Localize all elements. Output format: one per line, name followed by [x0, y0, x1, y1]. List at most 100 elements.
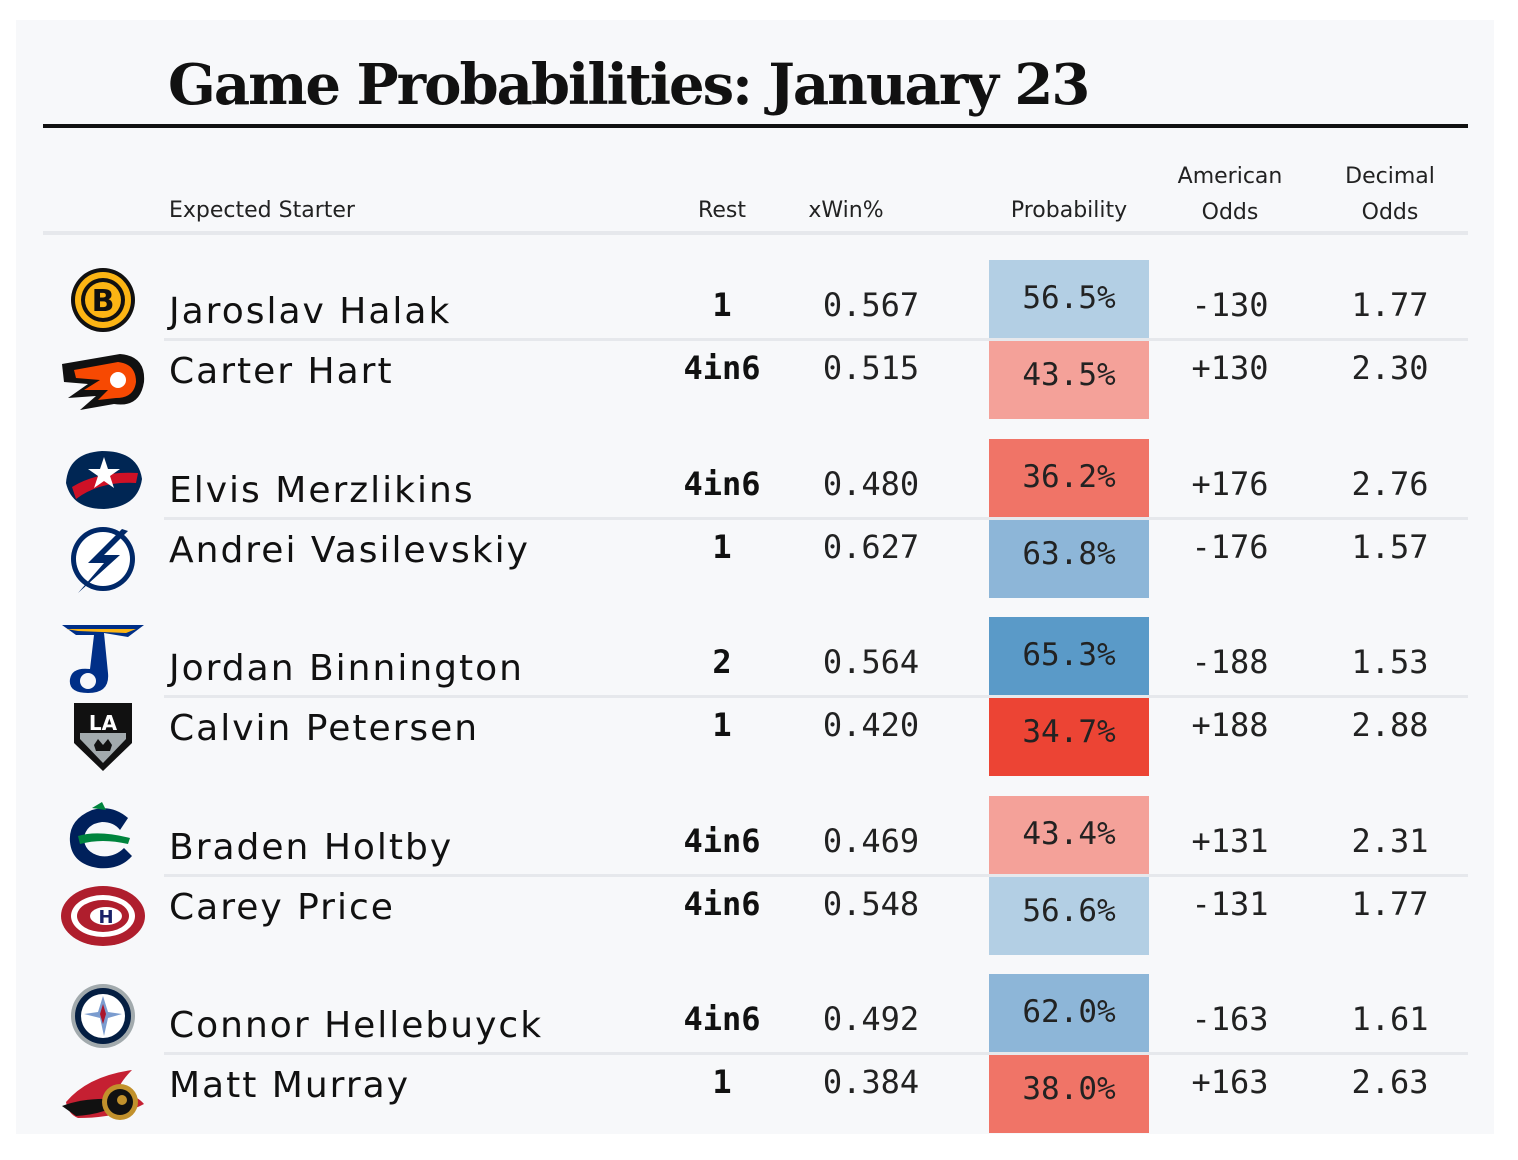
starter-name: Elvis Merzlikins	[169, 469, 475, 511]
rest-value: 4in6	[683, 821, 761, 860]
american-odds-value: +131	[1191, 821, 1269, 860]
row-separator	[164, 873, 1468, 877]
header-expected-starter: Expected Starter	[169, 198, 355, 223]
xwin-value: 0.564	[822, 643, 920, 681]
row-separator	[164, 1052, 1468, 1055]
header-probability: Probability	[1010, 198, 1128, 223]
decimal-odds-value: 2.88	[1351, 706, 1429, 744]
canadiens-logo-icon: H	[58, 878, 148, 954]
american-odds-value: -176	[1191, 527, 1269, 566]
probability-cell: 62.0%	[989, 974, 1149, 1052]
decimal-odds-value: 2.31	[1351, 821, 1429, 860]
rest-value: 1	[712, 286, 732, 324]
svg-text:H: H	[98, 907, 113, 928]
rest-value: 2	[712, 643, 732, 681]
blue-jackets-logo-icon	[58, 443, 148, 519]
xwin-value: 0.420	[822, 706, 920, 744]
rest-value: 1	[712, 1063, 732, 1101]
header-rest: Rest	[698, 198, 746, 223]
header-decimal-odds: Decimal Odds	[1320, 159, 1460, 231]
rest-value: 4in6	[683, 884, 761, 923]
probability-value: 43.5%	[1022, 357, 1116, 393]
rest-value: 1	[712, 527, 732, 566]
xwin-value: 0.492	[822, 1000, 920, 1038]
american-odds-value: -130	[1191, 286, 1269, 324]
header-american-line-2: Odds	[1201, 200, 1259, 225]
lightning-logo-icon	[58, 521, 148, 597]
starter-name: Carter Hart	[169, 351, 394, 392]
row-separator	[164, 695, 1468, 698]
probability-cell: 63.8%	[989, 519, 1149, 598]
header-decimal-line-2: Odds	[1361, 200, 1419, 225]
title-rule	[43, 124, 1468, 128]
xwin-value: 0.567	[822, 286, 920, 324]
jets-logo-icon	[58, 978, 148, 1054]
probability-cell: 36.2%	[989, 438, 1149, 517]
probability-value: 56.6%	[1022, 892, 1116, 929]
senators-logo-icon	[58, 1056, 148, 1132]
starter-name: Braden Holtby	[169, 826, 454, 868]
american-odds-value: +130	[1191, 349, 1269, 387]
table-panel	[16, 20, 1494, 1134]
decimal-odds-value: 2.76	[1351, 464, 1429, 503]
bruins-logo-icon: B	[58, 264, 148, 340]
svg-text:B: B	[92, 284, 115, 319]
kings-logo-icon: LA	[58, 699, 148, 775]
page-title: Game Probabilities: January 23	[168, 52, 1090, 118]
decimal-odds-value: 1.77	[1351, 286, 1429, 324]
probability-value: 38.0%	[1022, 1071, 1116, 1107]
header-american-line-1: American	[1177, 164, 1283, 189]
american-odds-value: +163	[1191, 1063, 1269, 1101]
row-separator	[164, 338, 1468, 341]
starter-name: Carey Price	[169, 886, 395, 928]
probability-value: 34.7%	[1022, 714, 1116, 750]
decimal-odds-value: 2.63	[1351, 1063, 1429, 1101]
header-xwin: xWin%	[808, 198, 884, 223]
probability-value: 56.5%	[1022, 280, 1116, 316]
header-american-odds: American Odds	[1160, 159, 1300, 231]
american-odds-value: +188	[1191, 706, 1269, 744]
rest-value: 4in6	[683, 464, 761, 503]
blues-logo-icon	[58, 621, 148, 697]
probability-cell: 43.4%	[989, 795, 1149, 874]
probability-value: 62.0%	[1022, 994, 1116, 1030]
rest-value: 4in6	[683, 1000, 761, 1038]
flyers-logo-icon	[58, 342, 148, 418]
probability-cell: 56.5%	[989, 260, 1149, 338]
svg-text:LA: LA	[89, 711, 118, 735]
probability-cell: 38.0%	[989, 1055, 1149, 1133]
xwin-value: 0.384	[822, 1063, 920, 1101]
starter-name: Connor Hellebuyck	[169, 1005, 544, 1046]
probability-value: 65.3%	[1022, 637, 1116, 673]
decimal-odds-value: 1.77	[1351, 884, 1429, 923]
rest-value: 4in6	[683, 349, 761, 387]
xwin-value: 0.469	[822, 821, 920, 860]
probability-value: 36.2%	[1022, 458, 1116, 495]
starter-name: Calvin Petersen	[169, 708, 480, 749]
american-odds-value: -131	[1191, 884, 1269, 923]
xwin-value: 0.480	[822, 464, 920, 503]
american-odds-value: -188	[1191, 643, 1269, 681]
probability-cell: 65.3%	[989, 617, 1149, 695]
decimal-odds-value: 1.57	[1351, 527, 1429, 566]
probability-cell: 56.6%	[989, 876, 1149, 955]
header-decimal-line-1: Decimal	[1345, 164, 1435, 189]
probability-value: 43.4%	[1022, 815, 1116, 852]
decimal-odds-value: 1.53	[1351, 643, 1429, 681]
probability-cell: 43.5%	[989, 341, 1149, 419]
xwin-value: 0.627	[822, 527, 920, 566]
probability-cell: 34.7%	[989, 698, 1149, 776]
decimal-odds-value: 1.61	[1351, 1000, 1429, 1038]
rest-value: 1	[712, 706, 732, 744]
american-odds-value: +176	[1191, 464, 1269, 503]
xwin-value: 0.515	[822, 349, 920, 387]
canucks-logo-icon	[58, 800, 148, 876]
row-separator	[164, 516, 1468, 520]
xwin-value: 0.548	[822, 884, 920, 923]
starter-name: Jaroslav Halak	[169, 291, 452, 332]
starter-name: Matt Murray	[169, 1065, 411, 1106]
decimal-odds-value: 2.30	[1351, 349, 1429, 387]
probability-value: 63.8%	[1022, 535, 1116, 572]
starter-name: Jordan Binnington	[169, 648, 524, 689]
header-rule	[43, 231, 1468, 235]
